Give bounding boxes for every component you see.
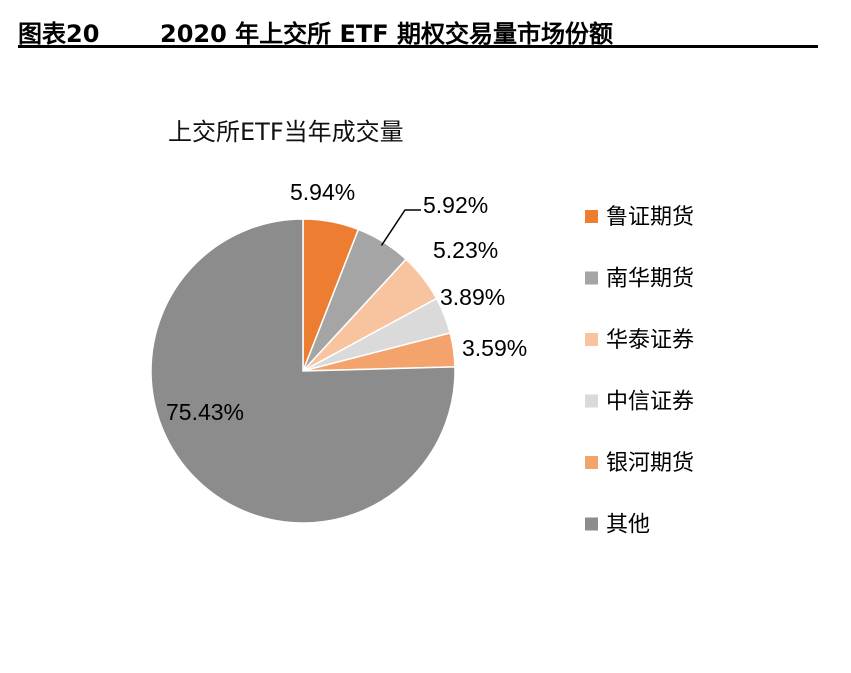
pie-slices bbox=[150, 218, 456, 524]
legend-swatch-2 bbox=[585, 271, 598, 285]
legend-label-4: 中信证券 bbox=[606, 390, 694, 415]
legend-label-2: 南华期货 bbox=[606, 267, 694, 292]
slice-label-3: 5.23% bbox=[433, 237, 498, 263]
legend-label-3: 华泰证券 bbox=[606, 328, 694, 353]
slice-label-2: 5.92% bbox=[423, 192, 488, 218]
slice-label-1: 5.94% bbox=[290, 179, 355, 205]
pie-slice-6 bbox=[150, 218, 456, 524]
figure-header: 图表20 2020 年上交所 ETF 期权交易量市场份额 bbox=[18, 8, 818, 48]
legend-swatch-4 bbox=[585, 394, 598, 408]
slice-label-4: 3.89% bbox=[440, 284, 505, 310]
legend-label-6: 其他 bbox=[606, 513, 650, 538]
legend-label-1: 鲁证期货 bbox=[606, 205, 694, 230]
leader-lines bbox=[380, 209, 421, 246]
leader-line-slice-2 bbox=[380, 209, 421, 246]
slice-labels: 5.94% 5.92% 5.23% 3.89% 3.59% 75.43% bbox=[166, 179, 527, 425]
legend-swatch-3 bbox=[585, 333, 598, 346]
figure-label: 图表20 bbox=[18, 20, 100, 48]
legend-swatch-5 bbox=[585, 456, 598, 469]
chart-title: 上交所ETF当年成交量 bbox=[168, 118, 404, 146]
legend-swatch-6 bbox=[585, 517, 598, 531]
legend-label-5: 银河期货 bbox=[606, 451, 694, 476]
slice-label-6: 75.43% bbox=[166, 399, 244, 425]
figure-title: 2020 年上交所 ETF 期权交易量市场份额 bbox=[160, 20, 614, 48]
legend-swatch-1 bbox=[585, 210, 598, 223]
slice-label-5: 3.59% bbox=[462, 335, 527, 361]
